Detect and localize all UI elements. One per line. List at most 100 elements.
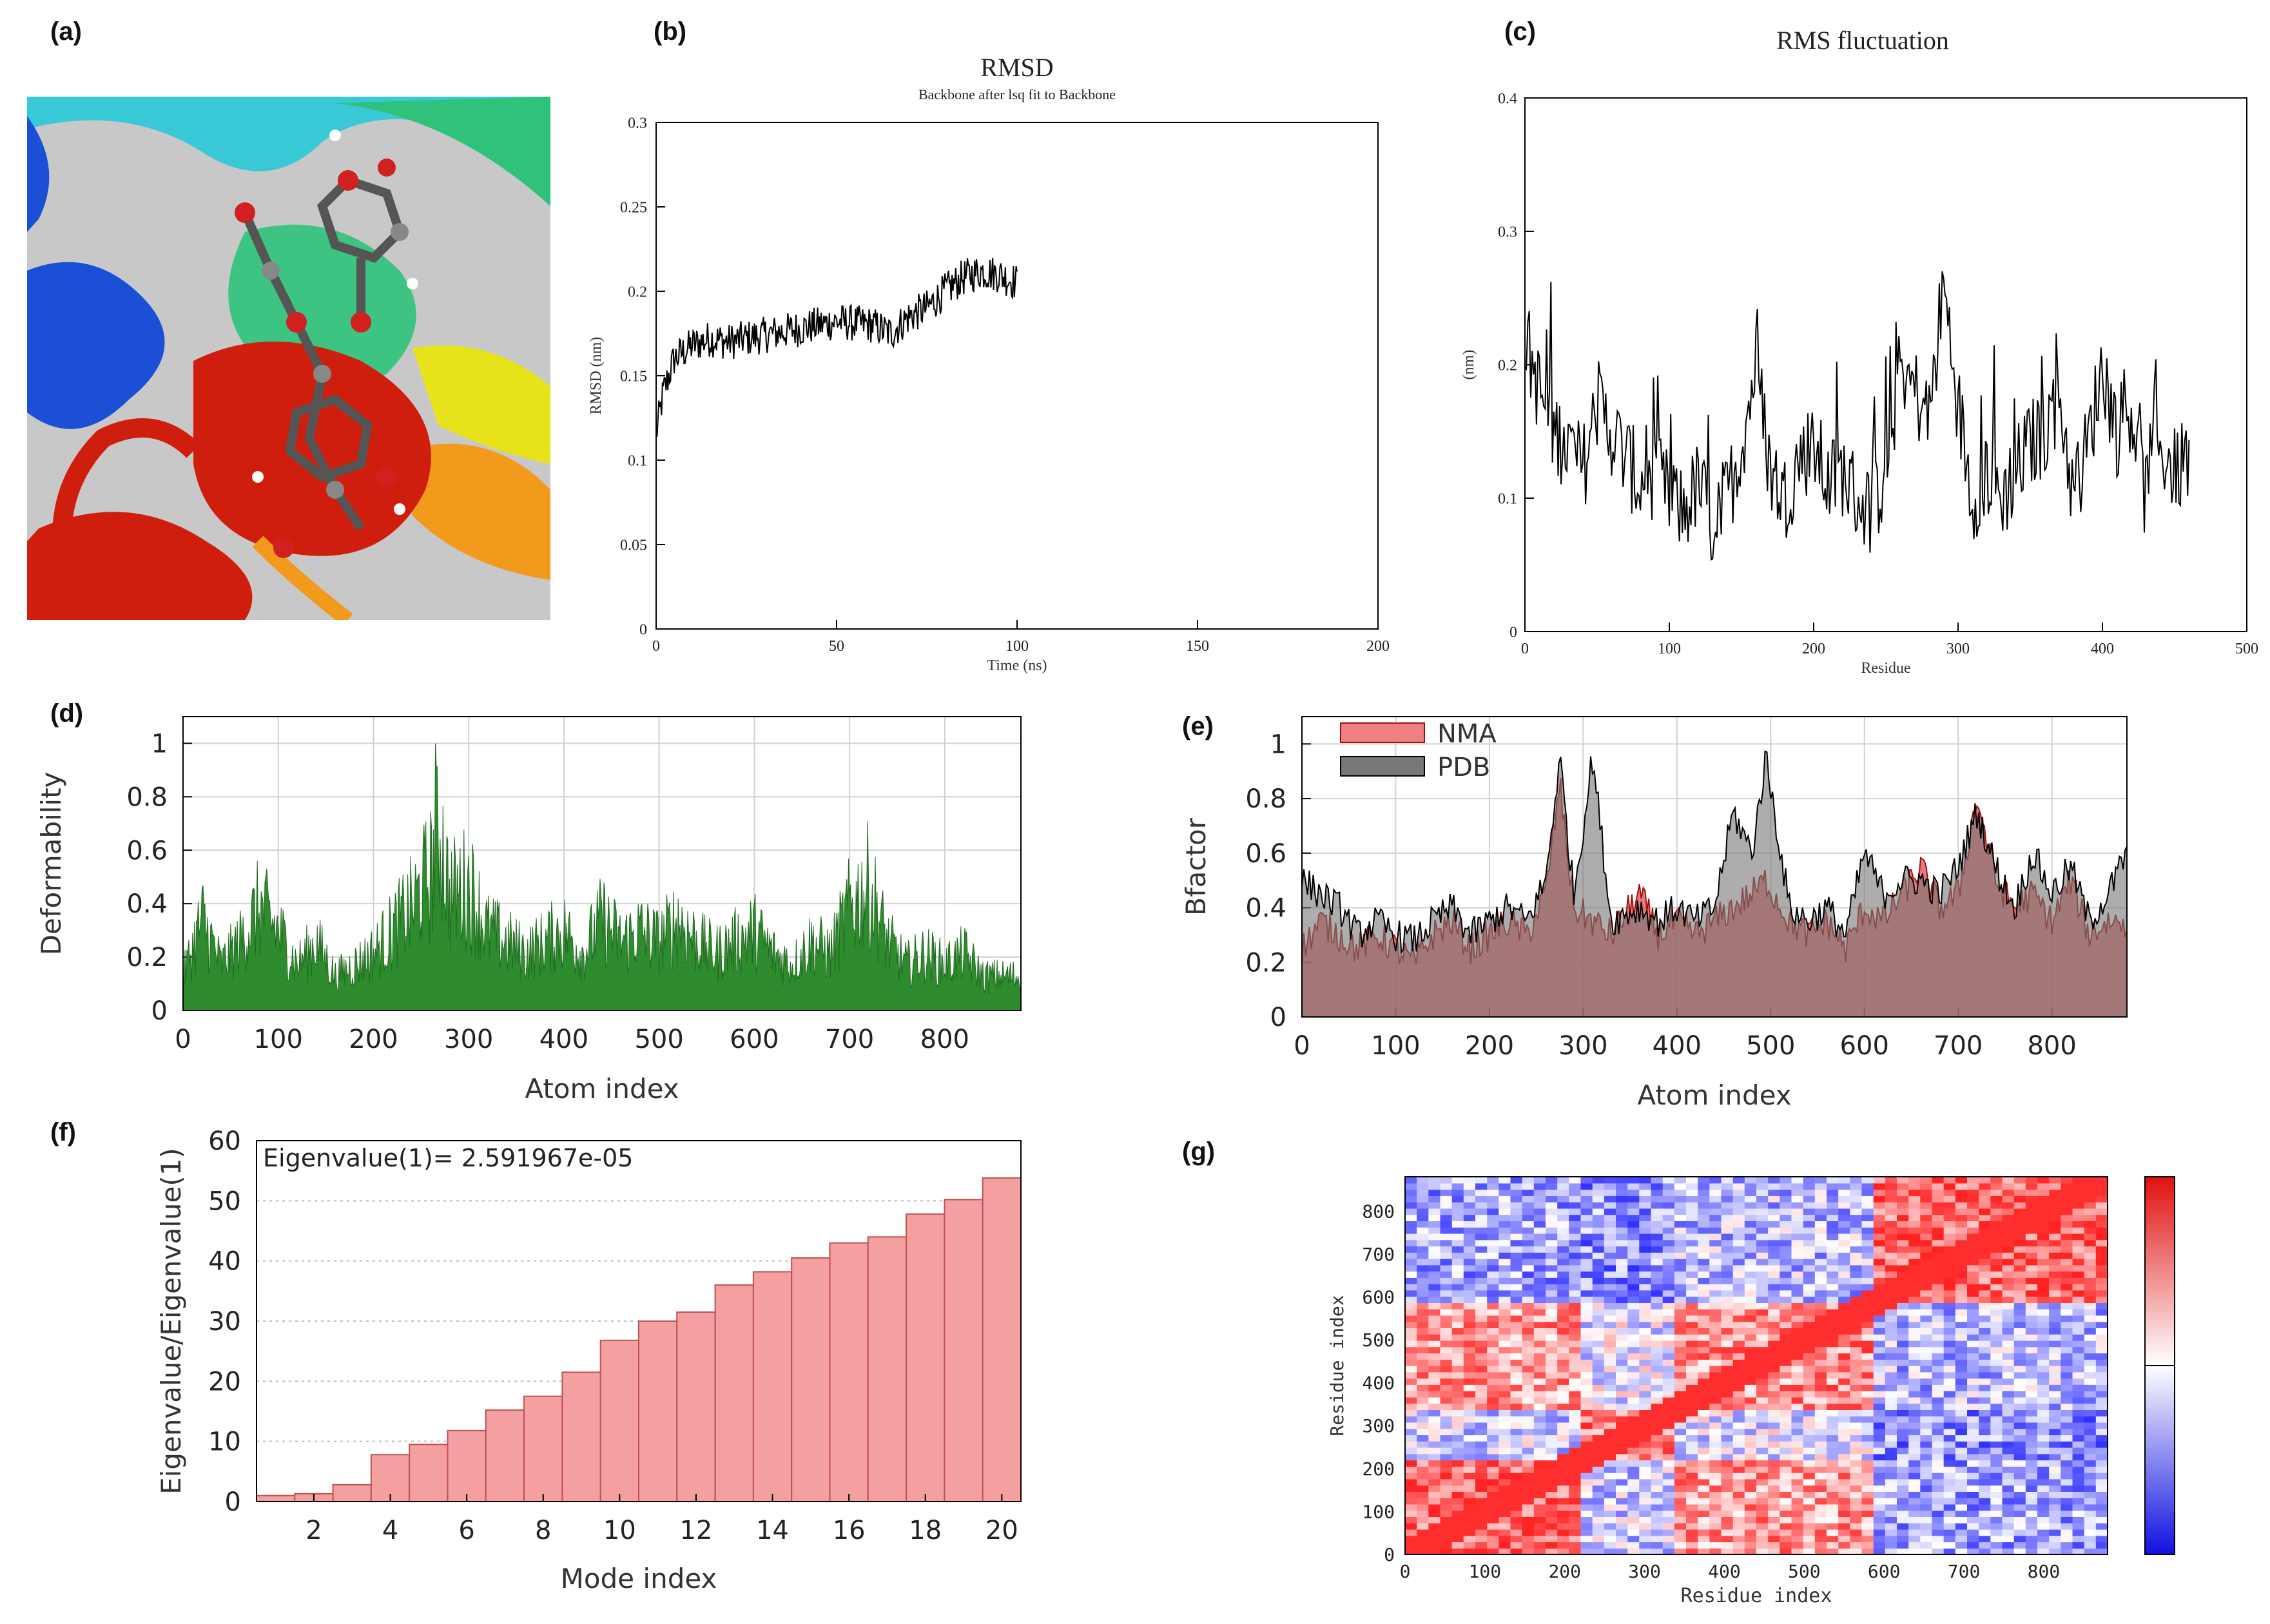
heatmap-cell [1463, 1259, 1476, 1266]
heatmap-cell [1885, 1309, 1897, 1316]
heatmap-cell [1569, 1435, 1582, 1442]
heatmap-cell [2095, 1403, 2108, 1410]
heatmap-cell [1955, 1328, 1968, 1335]
heatmap-cell [1651, 1290, 1664, 1297]
heatmap-cell [1850, 1328, 1863, 1335]
rmsf-chart: 0 100 200 300 400 50000.10.20.30.4Residue(nm)… [1460, 26, 2258, 677]
heatmap-cell [1979, 1346, 1991, 1354]
heatmap-cell [1440, 1422, 1453, 1429]
heatmap-cell [1604, 1535, 1616, 1543]
x-axis-label: Time (ns) [987, 657, 1047, 674]
heatmap-cell [1791, 1416, 1804, 1423]
heatmap-cell [1616, 1516, 1628, 1523]
heatmap-cell [1979, 1510, 1991, 1517]
heatmap-cell [1967, 1227, 1979, 1234]
heatmap-cell [1768, 1340, 1780, 1348]
heatmap-cell [2095, 1460, 2108, 1467]
heatmap-cell [1967, 1221, 1979, 1228]
heatmap-cell [1768, 1428, 1780, 1436]
heatmap-cell [1510, 1478, 1523, 1486]
heatmap-cell [1580, 1403, 1593, 1410]
heatmap-cell [1873, 1428, 1886, 1436]
heatmap-cell [1463, 1447, 1476, 1455]
heatmap-cell [1780, 1259, 1792, 1266]
heatmap-cell [1932, 1302, 1945, 1310]
heatmap-cell [1522, 1202, 1535, 1209]
heatmap-cell [1850, 1366, 1863, 1373]
heatmap-cell [1885, 1460, 1897, 1467]
heatmap-cell [1803, 1473, 1816, 1480]
heatmap-cell [1990, 1271, 2003, 1278]
panel-label-f: (f) [50, 1118, 76, 1146]
heatmap-cell [1405, 1177, 1417, 1184]
heatmap-cell [1744, 1340, 1757, 1348]
heatmap-cell [1850, 1529, 1863, 1536]
heatmap-cell [1580, 1466, 1593, 1473]
heatmap-cell [1417, 1491, 1429, 1498]
heatmap-cell [1616, 1246, 1628, 1253]
heatmap-cell [1616, 1302, 1628, 1310]
heatmap-cell [2013, 1328, 2026, 1335]
heatmap-cell [1861, 1510, 1874, 1517]
heatmap-cell [1780, 1346, 1792, 1354]
heatmap-cell [1580, 1366, 1593, 1373]
heatmap-cell [1557, 1277, 1569, 1284]
heatmap-cell [1510, 1447, 1523, 1455]
heatmap-cell [2084, 1473, 2097, 1480]
heatmap-cell [2037, 1214, 2050, 1221]
heatmap-cell [2002, 1548, 2015, 1555]
heatmap-cell [1428, 1371, 1441, 1379]
heatmap-cell [1897, 1214, 1909, 1221]
x-tick-label: 700 [1934, 1031, 1983, 1061]
heatmap-cell [1850, 1447, 1863, 1455]
heatmap-cell [1405, 1371, 1417, 1379]
heatmap-cell [1533, 1284, 1546, 1291]
heatmap-cell [2013, 1529, 2026, 1536]
heatmap-cell [1780, 1177, 1792, 1184]
heatmap-cell [1756, 1359, 1769, 1366]
x-tick-label: 400 [539, 1025, 588, 1054]
heatmap-cell [2037, 1252, 2050, 1259]
heatmap-cell [1709, 1296, 1722, 1303]
heatmap-cell [1814, 1246, 1827, 1253]
heatmap-cell [1850, 1252, 1863, 1259]
heatmap-cell [1417, 1202, 1429, 1209]
heatmap-cell [1463, 1346, 1476, 1354]
heatmap-cell [1616, 1252, 1628, 1259]
heatmap-cell [1639, 1290, 1652, 1297]
heatmap-cell [1861, 1246, 1874, 1253]
heatmap-cell [1417, 1548, 1429, 1555]
heatmap-cell [1475, 1491, 1488, 1498]
heatmap-cell [1604, 1416, 1616, 1423]
heatmap-cell [1814, 1296, 1827, 1303]
x-tick-label: 700 [825, 1025, 874, 1054]
heatmap-cell [1943, 1428, 1956, 1436]
heatmap-cell [1674, 1529, 1687, 1536]
heatmap-cell [1546, 1252, 1558, 1259]
heatmap-cell [2095, 1290, 2108, 1297]
heatmap-cell [1897, 1277, 1909, 1284]
heatmap-cell [1791, 1334, 1804, 1341]
heatmap-cell [1698, 1516, 1710, 1523]
heatmap-cell [1932, 1239, 1945, 1247]
heatmap-cell [1721, 1422, 1734, 1429]
heatmap-cell [1627, 1202, 1640, 1209]
heatmap-cell [1827, 1359, 1839, 1366]
heatmap-cell [1499, 1233, 1511, 1241]
heatmap-cell [1604, 1371, 1616, 1379]
heatmap-cell [1838, 1403, 1850, 1410]
heatmap-cell [1908, 1422, 1921, 1429]
heatmap-cell [2025, 1535, 2038, 1543]
heatmap-cell [1897, 1366, 1909, 1373]
heatmap-cell [1791, 1227, 1804, 1234]
heatmap-cell [2072, 1259, 2085, 1266]
heatmap-cell [1838, 1315, 1850, 1322]
heatmap-cell [1405, 1510, 1417, 1517]
heatmap-cell [1475, 1302, 1488, 1310]
heatmap-cell [1592, 1535, 1605, 1543]
heatmap-cell [1546, 1428, 1558, 1436]
heatmap-cell [1686, 1384, 1698, 1391]
heatmap-cell [1732, 1284, 1745, 1291]
heatmap-cell [1732, 1441, 1745, 1448]
heatmap-cell [1698, 1523, 1710, 1530]
